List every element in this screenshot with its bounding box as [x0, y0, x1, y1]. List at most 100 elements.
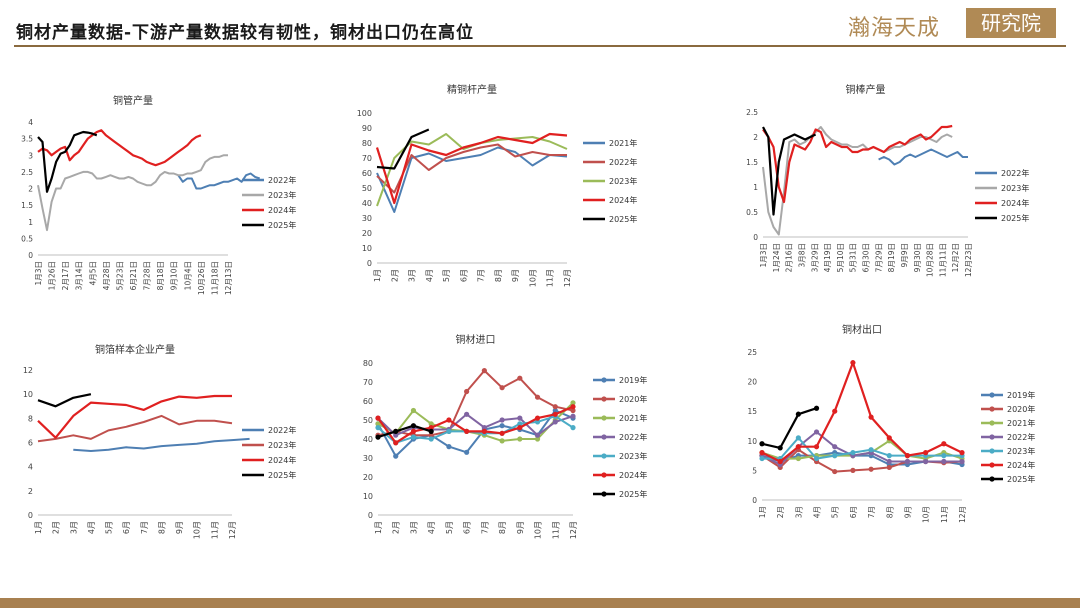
copper-tube-output-chart: 铜管产量 0 0.5 1 1.5 2 2.5 3 3.5 4 1月3日 1月26日 2月17日 3月14日… — [21, 94, 296, 295]
y-tick-label: 12 — [23, 366, 33, 375]
x-tick-label: 10月 — [534, 521, 543, 539]
x-tick-label: 1月 — [373, 269, 382, 282]
y-tick-label: 30 — [362, 214, 372, 223]
data-point — [534, 432, 541, 438]
y-tick-label: 0 — [753, 233, 758, 242]
x-tick-label: 4月 — [87, 521, 96, 534]
x-tick-label: 11月 — [546, 269, 555, 287]
title-divider — [14, 45, 1066, 47]
y-tick-label: 10 — [362, 244, 372, 253]
legend-label: 2020年 — [619, 394, 647, 404]
chart-title: 精铜杆产量 — [447, 83, 497, 96]
data-point — [428, 428, 434, 434]
data-point — [464, 449, 470, 455]
chart-title: 铜棒产量 — [846, 83, 886, 96]
x-tick-label: 10月4日 — [183, 261, 192, 290]
data-point — [813, 405, 820, 411]
y-tick-label: 4 — [28, 463, 33, 472]
x-tick-label: 5月10日 — [836, 243, 845, 272]
legend-label: 2022年 — [619, 432, 647, 442]
y-tick-label: 90 — [362, 124, 372, 133]
data-point — [481, 428, 487, 434]
legend-label: 2024年 — [1007, 460, 1035, 470]
y-tick-label: 20 — [747, 378, 757, 387]
series-line-2022年 — [377, 413, 574, 437]
legend-label: 2021年 — [619, 413, 647, 423]
y-tick-label: 8 — [28, 414, 33, 423]
data-point — [552, 407, 558, 414]
x-tick-label: 8月 — [494, 269, 503, 282]
data-point — [393, 453, 399, 459]
data-point — [941, 453, 947, 459]
x-tick-label: 4月 — [425, 269, 434, 282]
data-point — [499, 385, 505, 391]
data-point — [868, 414, 874, 420]
y-tick-label: 60 — [363, 397, 373, 406]
data-point — [868, 466, 874, 472]
x-tick-label: 9月 — [175, 521, 184, 534]
series-line-2025年 — [762, 126, 817, 216]
legend-marker — [989, 434, 995, 440]
data-point — [534, 415, 541, 421]
x-tick-label: 11月 — [940, 506, 949, 523]
data-point — [886, 435, 892, 441]
x-tick-label: 2月16日 — [785, 243, 794, 272]
y-tick-label: 40 — [362, 199, 372, 208]
x-tick-label: 3月 — [794, 506, 803, 518]
x-tick-label: 7月 — [480, 521, 489, 534]
data-point — [813, 444, 820, 450]
page-title: 铜材产量数据-下游产量数据较有韧性，铜材出口仍在高位 — [16, 23, 475, 43]
data-point — [410, 407, 417, 414]
data-point — [499, 430, 505, 436]
x-tick-label: 5月 — [831, 506, 840, 518]
x-tick-label: 8月 — [157, 521, 166, 534]
legend-label: 2023年 — [268, 190, 296, 200]
legend-label: 2023年 — [619, 451, 647, 461]
x-tick-label: 3月 — [409, 521, 418, 534]
legend-label: 2023年 — [268, 440, 296, 450]
legend-marker — [989, 420, 995, 426]
y-tick-label: 1 — [28, 218, 33, 227]
data-point — [850, 360, 856, 366]
y-tick-label: 2 — [28, 185, 33, 194]
logo-box-text: 研究院 — [981, 11, 1041, 35]
legend-label: 2022年 — [268, 175, 296, 185]
x-tick-label: 11月 — [551, 521, 560, 539]
x-tick-label: 2月 — [52, 521, 61, 534]
data-point — [795, 411, 801, 417]
x-tick-label: 6月 — [849, 506, 858, 518]
data-point — [410, 423, 417, 429]
x-tick-label: 3月 — [69, 521, 78, 534]
data-point — [464, 388, 470, 395]
x-tick-label: 2月17日 — [61, 261, 70, 290]
legend-marker — [989, 448, 995, 454]
legend-label: 2022年 — [268, 425, 296, 435]
y-tick-label: 0 — [28, 251, 33, 260]
data-point — [393, 428, 399, 434]
y-tick-label: 1.5 — [746, 158, 758, 167]
series-line-2024年 — [37, 394, 232, 439]
y-tick-label: 100 — [357, 109, 372, 118]
legend-label: 2023年 — [1007, 446, 1035, 456]
y-tick-label: 10 — [363, 492, 373, 501]
data-point — [570, 413, 576, 419]
series-line-2023年 — [762, 126, 953, 236]
data-point — [868, 447, 874, 453]
data-point — [795, 444, 801, 450]
series-line-2025年 — [376, 128, 430, 170]
legend-label: 2020年 — [1007, 404, 1035, 414]
data-point — [517, 421, 523, 427]
series-line-2024年 — [375, 132, 568, 205]
data-point — [534, 436, 541, 442]
x-tick-label: 12月23日 — [964, 243, 973, 277]
x-tick-label: 10月 — [528, 269, 537, 287]
data-point — [850, 450, 856, 456]
x-tick-label: 2月 — [392, 521, 401, 534]
x-tick-label: 9月10日 — [170, 261, 179, 290]
y-tick-label: 2.5 — [746, 108, 758, 117]
series-line-2025年 — [377, 424, 432, 439]
y-tick-label: 50 — [363, 416, 373, 425]
series-line-2022年 — [376, 143, 567, 194]
legend-label: 2024年 — [609, 195, 637, 205]
x-tick-label: 5月31日 — [849, 243, 858, 272]
